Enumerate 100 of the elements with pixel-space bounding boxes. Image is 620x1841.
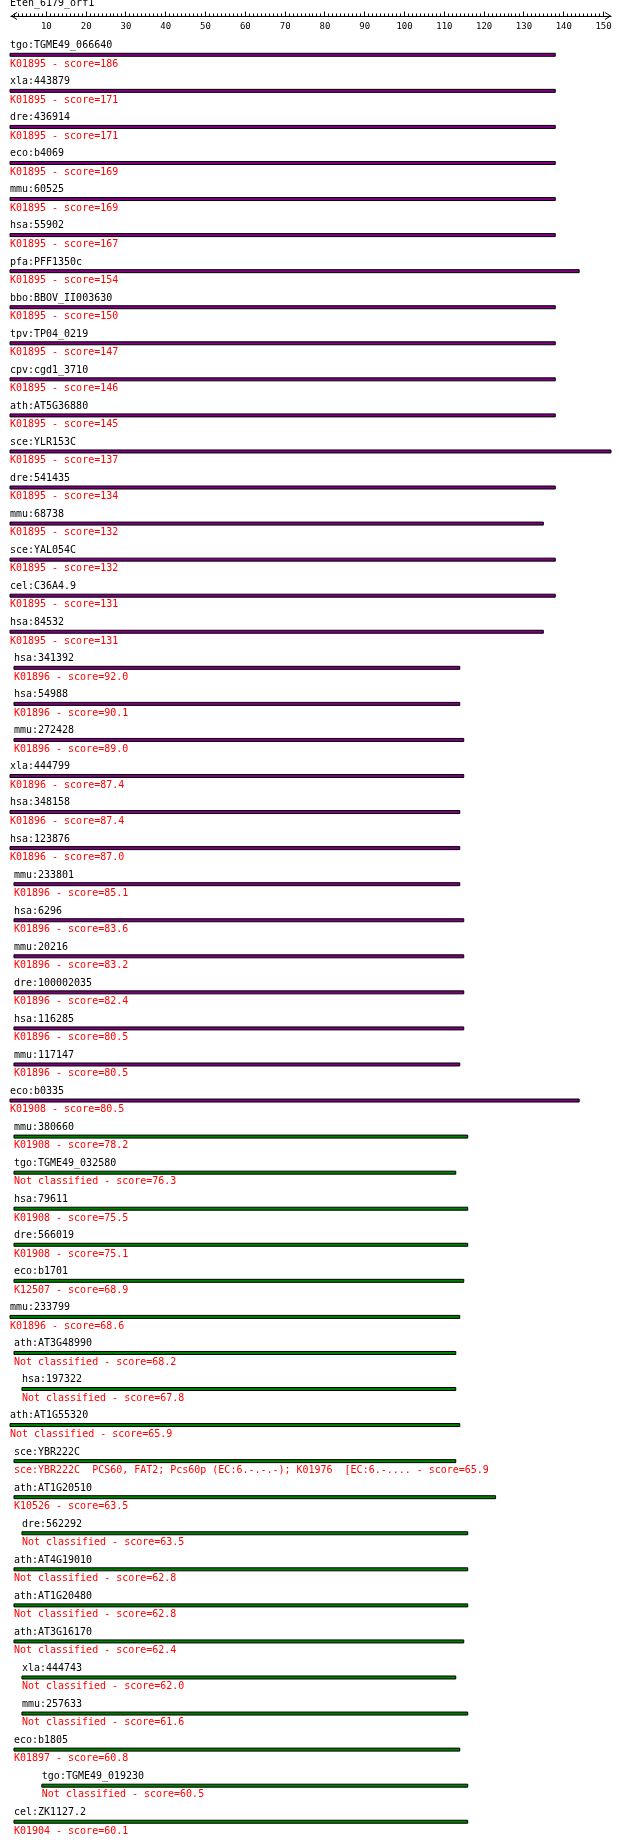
bar — [13, 1567, 469, 1572]
annotation: K01895 - score=131 — [10, 634, 119, 646]
y-tick-label: tgo:TGME49_066640 — [10, 39, 113, 52]
bar — [9, 269, 580, 274]
annotation: K01896 - score=83.6 — [13, 923, 129, 935]
annotation: Not classified - score=63.5 — [21, 1536, 185, 1548]
bar — [9, 124, 556, 129]
y-tick-label: ath:AT5G36880 — [10, 399, 89, 411]
bar — [9, 485, 556, 490]
annotation: K01895 - score=147 — [10, 346, 119, 358]
y-tick-label: hsa:6296 — [13, 904, 63, 916]
y-tick-label: hsa:348158 — [10, 796, 71, 808]
x-tick-label: 90 — [359, 21, 371, 32]
bar — [21, 1531, 469, 1536]
y-tick-label: mmu:272428 — [13, 724, 75, 736]
y-tick-label: tgo:TGME49_032580 — [13, 1157, 117, 1170]
y-tick-label: ath:AT4G19010 — [13, 1553, 93, 1565]
bar — [13, 1170, 457, 1175]
bar — [9, 774, 465, 778]
y-tick-label: cel:C36A4.9 — [10, 580, 77, 592]
y-tick-label: xla:444743 — [21, 1661, 83, 1673]
bar — [9, 1314, 461, 1319]
bar — [13, 918, 465, 923]
annotation: K01908 - score=75.1 — [13, 1247, 129, 1259]
annotation: K01895 - score=167 — [10, 237, 119, 249]
bar — [13, 1242, 469, 1247]
x-tick-label: 140 — [555, 21, 572, 32]
bar — [13, 990, 465, 995]
y-tick-label: xla:443879 — [10, 75, 71, 87]
bar — [9, 629, 544, 634]
annotation: K01896 - score=87.4 — [10, 778, 125, 790]
y-tick-label: ath:AT3G16170 — [13, 1625, 93, 1637]
bar — [13, 1459, 457, 1464]
bar — [9, 197, 556, 202]
bar — [13, 737, 465, 742]
annotation: K01895 - score=131 — [10, 598, 119, 610]
annotation: K01895 - score=145 — [10, 418, 119, 430]
annotation: K01896 - score=87.0 — [10, 850, 125, 862]
bar — [9, 413, 556, 418]
x-tick-label: 20 — [80, 21, 92, 32]
x-tick-label: 10 — [40, 21, 52, 32]
y-tick-label: hsa:55902 — [10, 219, 65, 231]
y-tick-label: hsa:54988 — [13, 688, 69, 700]
bar — [13, 1134, 469, 1139]
x-tick-label: 40 — [160, 21, 172, 32]
annotation: K01895 - score=132 — [10, 526, 119, 538]
y-tick-label: mmu:233799 — [10, 1301, 71, 1313]
annotation: Not classified - score=76.3 — [13, 1175, 177, 1187]
bar — [9, 233, 556, 238]
bar — [13, 1495, 497, 1500]
annotation: K01908 - score=80.5 — [10, 1103, 125, 1115]
bar — [13, 1206, 469, 1211]
bar — [13, 882, 461, 887]
y-tick-label: hsa:116285 — [13, 1012, 75, 1024]
y-tick-label: tgo:TGME49_019230 — [41, 1770, 145, 1783]
annotation: K01904 - score=60.1 — [13, 1824, 129, 1836]
y-tick-label: ath:AT1G20480 — [13, 1589, 93, 1601]
y-tick-label: mmu:380660 — [13, 1121, 75, 1132]
annotation: K01895 - score=186 — [10, 57, 119, 69]
bar — [9, 521, 544, 526]
y-tick-label: eco:b1701 — [13, 1265, 69, 1277]
annotation: K12507 - score=68.9 — [13, 1283, 129, 1295]
y-tick-label: hsa:84532 — [10, 616, 65, 628]
annotation: K01895 - score=134 — [10, 490, 119, 502]
bar — [41, 1783, 469, 1788]
x-tick-label: 120 — [476, 21, 493, 32]
bar — [13, 1350, 457, 1355]
y-tick-label: sce:YLR153C — [10, 435, 77, 447]
bar — [13, 954, 465, 959]
y-tick-label: hsa:123876 — [10, 832, 71, 844]
annotation: K01896 - score=83.2 — [13, 959, 129, 971]
bar — [13, 701, 461, 706]
annotation: K01896 - score=85.1 — [13, 886, 129, 898]
annotation: K01895 - score=132 — [10, 562, 119, 574]
y-tick-label: mmu:68738 — [10, 507, 65, 519]
bar — [9, 449, 612, 454]
x-tick-label: 80 — [319, 21, 331, 32]
bar — [9, 846, 461, 851]
annotation: K01895 - score=154 — [10, 273, 119, 285]
x-tick-label: 30 — [120, 21, 132, 32]
bar — [21, 1387, 457, 1392]
y-tick-label: pfa:PFF1350c — [10, 255, 83, 267]
y-tick-label: eco:b0335 — [10, 1084, 65, 1096]
y-tick-label: xla:444799 — [10, 760, 71, 772]
y-tick-label: mmu:60525 — [10, 183, 65, 195]
annotation: sce:YBR222C PCS60, FAT2; Pcs60p (EC:6.-.-.-); K01976 [EC:6.-.... - score=65.9 — [13, 1463, 489, 1475]
annotation: K01895 - score=171 — [10, 93, 119, 105]
y-tick-label: dre:100002035 — [13, 976, 93, 988]
annotation: K01896 - score=82.4 — [13, 995, 129, 1007]
annotation: Not classified - score=62.4 — [13, 1644, 177, 1656]
bar — [9, 377, 556, 382]
bar — [13, 1639, 465, 1644]
x-tick-label: 50 — [200, 21, 211, 32]
annotation: K01895 - score=150 — [10, 310, 119, 322]
y-tick-label: hsa:341392 — [13, 652, 75, 664]
y-tick-label: dre:541435 — [10, 471, 71, 483]
annotation: K01896 - score=89.0 — [13, 742, 129, 754]
bar — [9, 305, 556, 310]
annotation: K01908 - score=75.5 — [13, 1211, 129, 1223]
y-tick-label: eco:b4069 — [10, 147, 65, 159]
